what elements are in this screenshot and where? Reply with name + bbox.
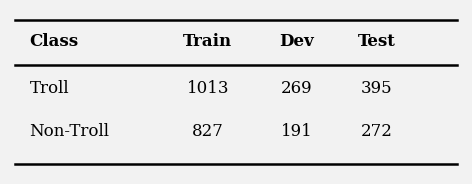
Text: 191: 191 <box>281 123 313 140</box>
Text: Train: Train <box>183 33 232 50</box>
Text: Non-Troll: Non-Troll <box>30 123 110 140</box>
Text: Dev: Dev <box>279 33 314 50</box>
Text: 827: 827 <box>192 123 224 140</box>
Text: 269: 269 <box>281 80 313 97</box>
Text: 272: 272 <box>361 123 393 140</box>
Text: Test: Test <box>358 33 396 50</box>
Text: Troll: Troll <box>30 80 69 97</box>
Text: Class: Class <box>30 33 79 50</box>
Text: 1013: 1013 <box>186 80 229 97</box>
Text: 395: 395 <box>361 80 393 97</box>
